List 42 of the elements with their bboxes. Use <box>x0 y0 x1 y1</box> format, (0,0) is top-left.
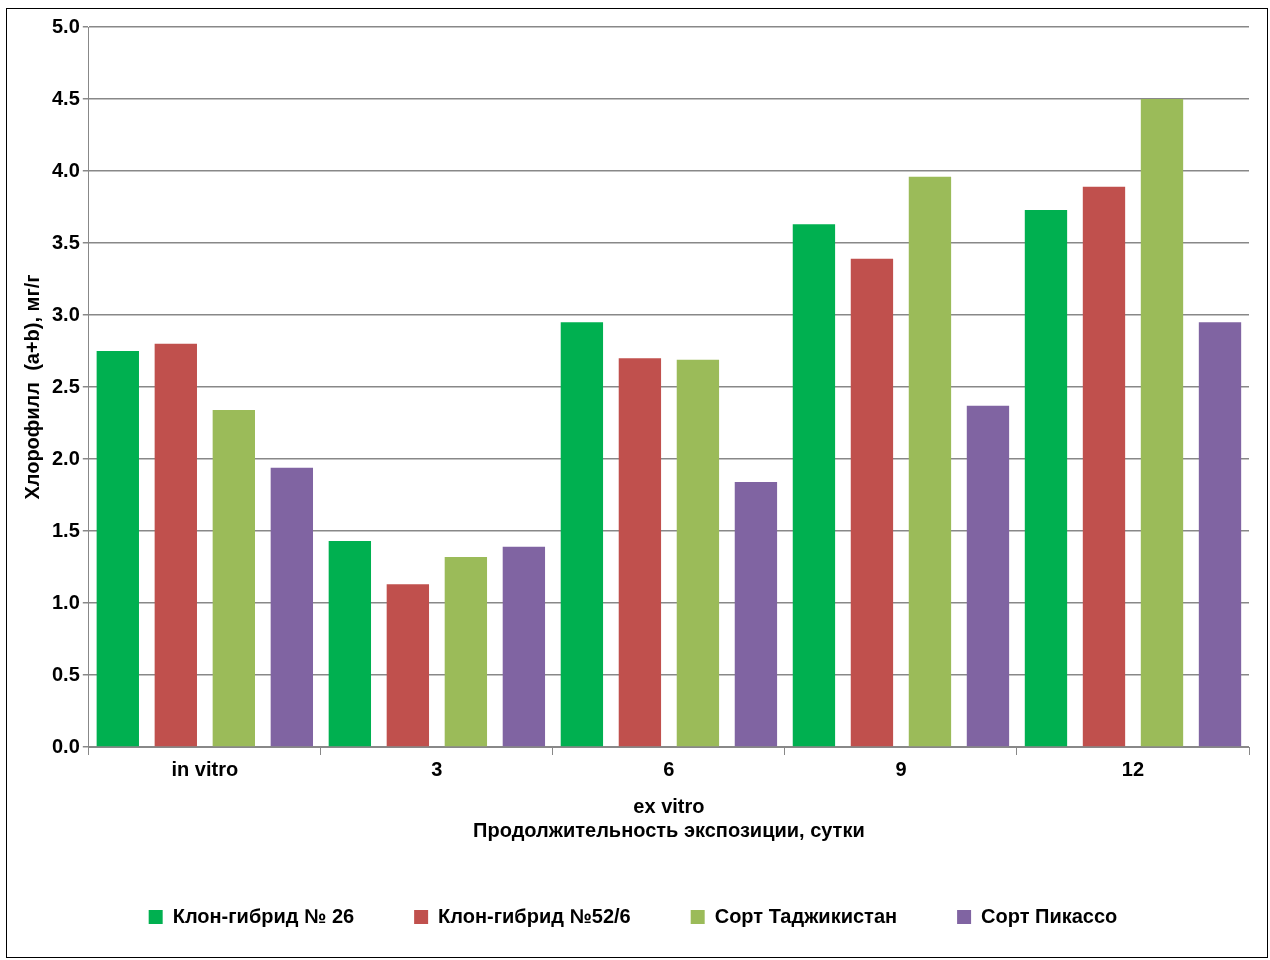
bar <box>560 322 604 747</box>
bar <box>1198 322 1242 747</box>
bar <box>618 358 662 747</box>
y-tick-label: 4.0 <box>51 158 80 181</box>
bar <box>1140 99 1184 747</box>
y-tick-label: 4.5 <box>51 86 80 109</box>
bar <box>966 405 1010 747</box>
bar <box>270 467 314 747</box>
bar <box>154 343 197 747</box>
x-tick-label: in vitro <box>171 757 239 780</box>
y-tick-label: 5.0 <box>51 14 80 37</box>
bar <box>734 482 778 747</box>
x-tick-label: 6 <box>663 757 675 780</box>
y-tick-label: 1.0 <box>51 590 80 613</box>
bar <box>908 176 952 747</box>
x-axis-title: ex vitro Продолжительность экспозиции, сутки <box>473 794 865 841</box>
y-tick-label: 0.5 <box>51 662 80 685</box>
bar <box>328 541 372 747</box>
y-tick-label: 3.0 <box>51 302 80 325</box>
y-axis-title: Хлорофилл (a+b), мг/г <box>20 274 43 500</box>
legend-label: Клон-гибрид №52/6 <box>438 904 631 927</box>
bar <box>386 584 430 747</box>
x-tick-label: 12 <box>1121 757 1145 780</box>
bar <box>502 546 546 747</box>
legend-label: Сорт Пикассо <box>981 904 1118 927</box>
y-tick-label: 2.0 <box>51 446 80 469</box>
legend-label: Сорт Таджикистан <box>714 904 898 927</box>
bar <box>1082 186 1126 747</box>
y-tick-label: 1.5 <box>51 518 80 541</box>
bar <box>444 556 488 747</box>
bar <box>1024 209 1068 747</box>
bar <box>792 224 836 747</box>
bar <box>676 359 720 747</box>
x-tick-label: 9 <box>895 757 907 780</box>
legend-label: Клон-гибрид № 26 <box>172 904 355 927</box>
bar <box>212 410 255 747</box>
y-tick-label: 2.5 <box>51 374 80 397</box>
bar <box>850 258 894 747</box>
x-tick-label: 3 <box>431 757 443 780</box>
bar <box>96 351 139 747</box>
y-tick-label: 3.5 <box>51 230 80 253</box>
y-tick-label: 0.0 <box>51 734 80 757</box>
